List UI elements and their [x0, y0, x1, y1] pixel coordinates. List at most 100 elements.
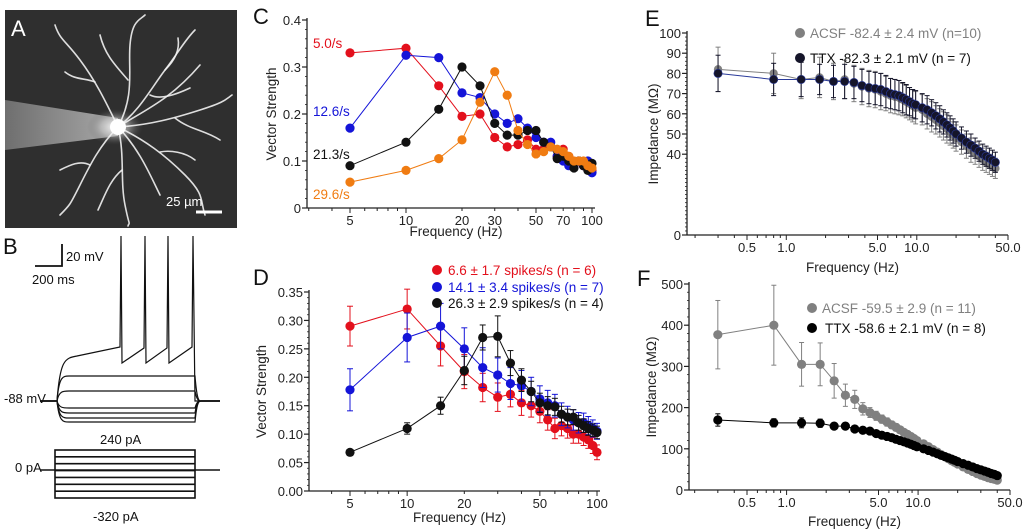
- y-tick-label: 60: [667, 107, 681, 122]
- data-point: [457, 88, 467, 98]
- data-point: [505, 358, 516, 368]
- legend-marker: [795, 53, 805, 63]
- x-tick-label: 100: [586, 496, 608, 511]
- data-point: [535, 398, 545, 408]
- data-point: [401, 165, 411, 175]
- data-point: [345, 385, 355, 395]
- y-tick-label: 80: [667, 66, 681, 81]
- y-tick-label: 0.35: [278, 285, 303, 300]
- x-tick-label: 50.0: [997, 495, 1022, 510]
- data-point: [493, 370, 503, 380]
- voltage-trace: [40, 400, 220, 419]
- data-point: [475, 97, 485, 107]
- data-point: [345, 161, 355, 171]
- y-tick-label: 0.15: [278, 399, 303, 414]
- x-axis-label: Frequency (Hz): [409, 224, 502, 239]
- data-point: [713, 415, 723, 425]
- legend-marker: [432, 265, 442, 275]
- data-point: [402, 423, 412, 434]
- x-tick-label: 0.5: [738, 495, 756, 510]
- dendrites: [54, 14, 233, 227]
- y-tick-label: 50: [667, 127, 681, 142]
- y-axis-label: Vector Strength: [254, 345, 269, 438]
- panel-b-traces: B 20 mV 200 ms -88 mV 240 pA 0 pA -320 p…: [3, 234, 220, 524]
- x-tick-label: 5.0: [868, 240, 886, 255]
- chart-e: 0.5 1.0 5.0 10.0 50.0 0 40 50 60 70 80 90 100 Frequen…: [646, 26, 1021, 275]
- data-point: [815, 359, 825, 369]
- y-tick-label: 0.05: [278, 456, 303, 471]
- data-point: [550, 402, 560, 412]
- panel-label-e: E: [645, 6, 660, 31]
- legend-f: ACSF -59.5 ± 2.9 (n = 11) TTX -58.6 ± 2.…: [807, 301, 986, 336]
- data-point: [459, 344, 469, 354]
- data-point: [345, 177, 355, 187]
- data-point: [796, 74, 806, 84]
- x-tick-label: 5: [346, 213, 353, 228]
- legend-label-d-2: 14.1 ± 3.4 spikes/s (n = 7): [448, 280, 604, 295]
- panel-label-a: A: [11, 16, 26, 41]
- series-line: [349, 335, 598, 453]
- chart-c: 5 10 20 30 50 70 100 0 0.1 0.2 0.3 0.4 Frequency (Hz…: [264, 13, 603, 239]
- series-4: [345, 67, 597, 187]
- series-2: [713, 413, 1002, 481]
- series-label-c-2: 12.6/s: [313, 104, 350, 119]
- x-tick-label: 70: [556, 213, 570, 228]
- data-point: [435, 401, 446, 411]
- data-point: [522, 139, 533, 150]
- data-point: [459, 365, 469, 376]
- data-point: [401, 43, 411, 53]
- y-tick-label: 0.2: [283, 107, 301, 122]
- y-tick-label: 100: [661, 442, 683, 457]
- x-tick-label: 100: [581, 213, 603, 228]
- voltage-trace: [40, 390, 220, 402]
- x-axis-label: Frequency (Hz): [806, 260, 899, 275]
- x-tick-label: 0.5: [738, 240, 756, 255]
- current-zero-label: 0 pA: [15, 460, 42, 475]
- dendrite: [117, 14, 146, 128]
- x-tick-label: 50.0: [995, 240, 1020, 255]
- data-point: [345, 447, 355, 457]
- legend-e: ACSF -82.4 ± 2.4 mV (n=10) TTX -82.3 ± 2…: [795, 26, 981, 66]
- series-label-c-1: 5.0/s: [313, 36, 343, 51]
- data-point: [815, 418, 825, 428]
- voltage-trace: [40, 400, 220, 423]
- data-point: [588, 440, 598, 451]
- voltage-trace: [40, 400, 220, 409]
- y-tick-label: 0.1: [283, 154, 301, 169]
- data-point: [490, 118, 500, 128]
- legend-marker: [432, 282, 442, 292]
- series-1: [345, 288, 602, 461]
- panel-label-d: D: [253, 265, 269, 290]
- data-point: [516, 375, 527, 385]
- data-point: [457, 135, 467, 145]
- data-point: [434, 104, 444, 114]
- data-point: [513, 125, 523, 136]
- y-tick-label: 0.25: [278, 342, 303, 357]
- data-point: [502, 118, 512, 128]
- pipette: [5, 100, 118, 150]
- legend-label-d-3: 26.3 ± 2.9 spikes/s (n = 4): [448, 296, 604, 311]
- current-top-label: 240 pA: [100, 432, 142, 447]
- y-axis-label: Impedance (MΩ): [644, 337, 659, 438]
- legend-marker: [432, 298, 442, 308]
- data-point: [434, 53, 444, 63]
- y-tick-label: 200: [661, 401, 683, 416]
- legend-label-f-1: ACSF -59.5 ± 2.9 (n = 11): [822, 301, 976, 316]
- data-point: [502, 142, 512, 152]
- data-point: [490, 67, 500, 77]
- data-point: [840, 390, 850, 400]
- series-2: [345, 302, 602, 440]
- data-point: [840, 421, 850, 431]
- panel-a-micrograph: A 25 µm: [5, 10, 237, 228]
- series-2: [713, 54, 1000, 173]
- series-line: [717, 72, 996, 163]
- series-label-c-3: 21.3/s: [313, 147, 350, 162]
- data-point: [858, 425, 868, 435]
- x-tick-label: 50: [529, 213, 543, 228]
- y-tick-label: 300: [661, 359, 683, 374]
- data-point: [516, 398, 527, 408]
- x-tick-label: 10.0: [905, 495, 930, 510]
- data-point: [478, 363, 488, 373]
- chart-f: 0.5 1.0 5.0 10.0 50.0 0 100 200 300 400 500 Frequen…: [644, 277, 1023, 529]
- data-point: [434, 154, 444, 164]
